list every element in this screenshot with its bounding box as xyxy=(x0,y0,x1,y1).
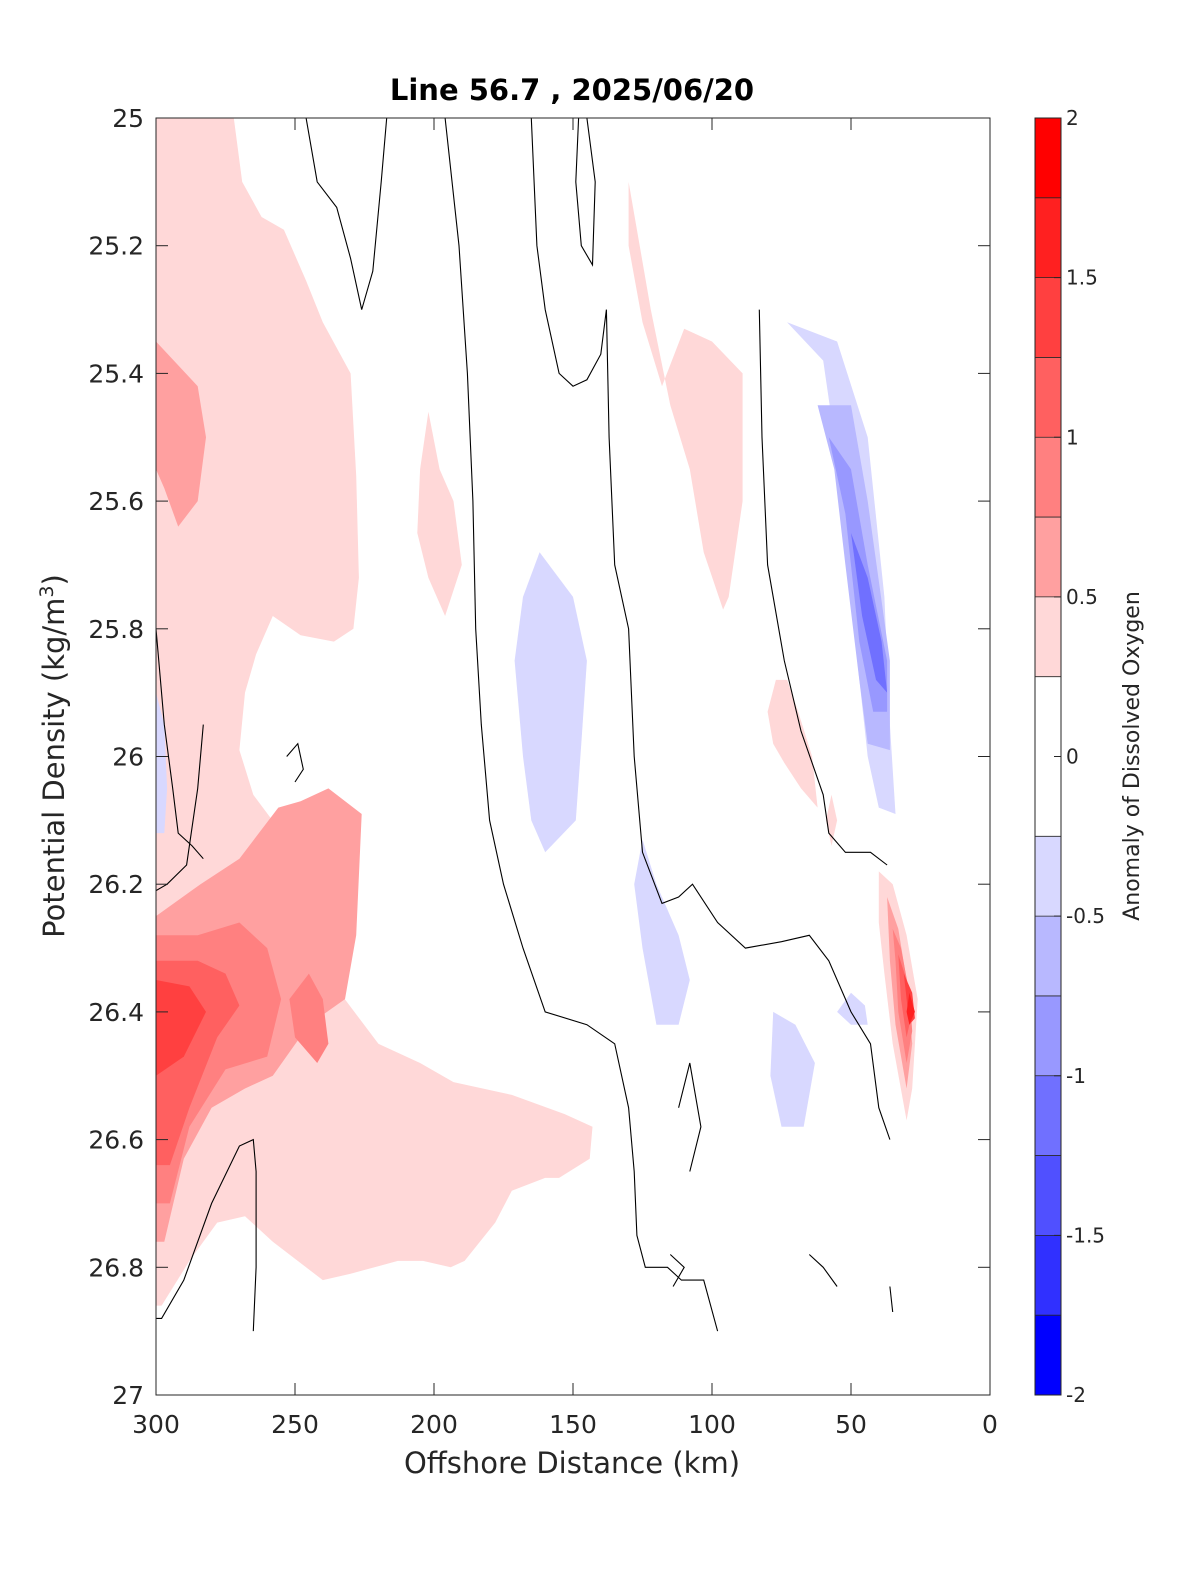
contour-region-1 xyxy=(417,411,462,616)
y-tick-label: 26 xyxy=(112,743,144,772)
y-tick-label: 25.4 xyxy=(88,359,144,388)
contour-line-1 xyxy=(156,724,204,892)
contour-line-4 xyxy=(530,118,891,1140)
colorbar-tick-label: 1.5 xyxy=(1066,266,1098,290)
colorbar-swatch-5 xyxy=(1035,517,1061,597)
contour-regions xyxy=(156,118,918,1306)
colorbar-tick-label: 0.5 xyxy=(1066,585,1098,609)
colorbar-tick-label: -0.5 xyxy=(1066,904,1105,928)
y-tick-label: 25.8 xyxy=(88,615,144,644)
y-axis-label-close: ) xyxy=(37,574,71,585)
y-tick-label: 25 xyxy=(112,104,144,133)
colorbar-swatch-13 xyxy=(1035,1235,1061,1316)
contour-line-8 xyxy=(808,1254,838,1287)
y-axis: 25 25.2 25.4 25.6 25.8 26 26.2 26.4 26.6 26.8 27 xyxy=(88,104,990,1410)
colorbar-tick-label: -2 xyxy=(1066,1383,1086,1407)
colorbar-swatch-3 xyxy=(1035,357,1061,438)
contour-region-19 xyxy=(634,839,690,1025)
contour-line-11 xyxy=(678,1062,702,1172)
x-tick-label: 50 xyxy=(835,1410,867,1439)
colorbar-swatch-4 xyxy=(1035,437,1061,518)
colorbar: 2 1.5 1 0.5 0 -0.5 -1 -1.5 -2 xyxy=(1034,106,1105,1407)
x-tick-label: 200 xyxy=(410,1410,458,1439)
contour-lines xyxy=(156,118,894,1332)
y-tick-label: 25.2 xyxy=(88,232,144,261)
colorbar-label: Anomaly of Dissolved Oxygen xyxy=(1120,591,1145,921)
contour-region-20 xyxy=(770,1011,815,1127)
colorbar-swatch-0 xyxy=(1035,118,1061,198)
contour-region-10 xyxy=(289,973,329,1063)
y-tick-label: 25.6 xyxy=(88,487,144,516)
colorbar-swatch-1 xyxy=(1035,197,1061,278)
y-axis-label-sup: 3 xyxy=(36,585,58,597)
y-tick-label: 26.8 xyxy=(88,1253,144,1282)
contour-line-3 xyxy=(444,118,719,1332)
colorbar-swatch-2 xyxy=(1035,277,1061,358)
contour-region-2 xyxy=(628,181,743,610)
contour-region-3 xyxy=(767,679,818,808)
x-tick-label: 250 xyxy=(271,1410,319,1439)
colorbar-tick-label: -1 xyxy=(1066,1064,1086,1088)
y-tick-label: 26.4 xyxy=(88,998,144,1027)
colorbar-swatch-14 xyxy=(1035,1315,1061,1395)
colorbar-swatch-9 xyxy=(1035,916,1061,996)
contour-line-12 xyxy=(669,1254,685,1287)
contour-line-6 xyxy=(758,309,888,866)
y-axis-label: Potential Density (kg/m3) xyxy=(36,574,71,938)
colorbar-tick-label: 2 xyxy=(1066,106,1079,130)
colorbar-tick-label: 1 xyxy=(1066,425,1079,449)
colorbar-swatch-10 xyxy=(1035,995,1061,1076)
y-tick-label: 27 xyxy=(112,1381,144,1410)
contour-line-2 xyxy=(305,118,388,310)
x-tick-label: 100 xyxy=(688,1410,736,1439)
x-tick-label: 150 xyxy=(549,1410,597,1439)
colorbar-tick-label: -1.5 xyxy=(1066,1223,1105,1247)
x-axis: 300 250 200 150 100 50 0 xyxy=(132,118,998,1439)
colorbar-swatch-6 xyxy=(1035,596,1061,677)
colorbar-tick-label: 0 xyxy=(1066,745,1079,769)
contour-line-0 xyxy=(156,628,204,860)
contour-region-21 xyxy=(837,992,868,1025)
contour-region-18 xyxy=(514,552,587,853)
contour-line-9 xyxy=(889,1286,894,1313)
contour-region-14 xyxy=(156,980,206,1076)
chart-title: Line 56.7 , 2025/06/20 xyxy=(390,73,754,107)
x-tick-label: 300 xyxy=(132,1410,180,1439)
y-tick-label: 26.6 xyxy=(88,1126,144,1155)
contour-line-5 xyxy=(575,118,596,267)
y-tick-label: 26.2 xyxy=(88,870,144,899)
x-axis-label: Offshore Distance (km) xyxy=(404,1446,740,1480)
contour-line-10 xyxy=(286,742,304,783)
contour-region-6 xyxy=(156,341,206,527)
y-axis-label-main: Potential Density (kg/m xyxy=(37,598,71,938)
contour-line-7 xyxy=(156,1138,257,1332)
colorbar-swatch-12 xyxy=(1035,1155,1061,1236)
colorbar-swatch-11 xyxy=(1035,1075,1061,1156)
contour-region-16 xyxy=(906,992,915,1025)
colorbar-swatch-8 xyxy=(1035,836,1061,917)
x-tick-label: 0 xyxy=(982,1410,998,1439)
contour-region-25 xyxy=(851,533,888,693)
